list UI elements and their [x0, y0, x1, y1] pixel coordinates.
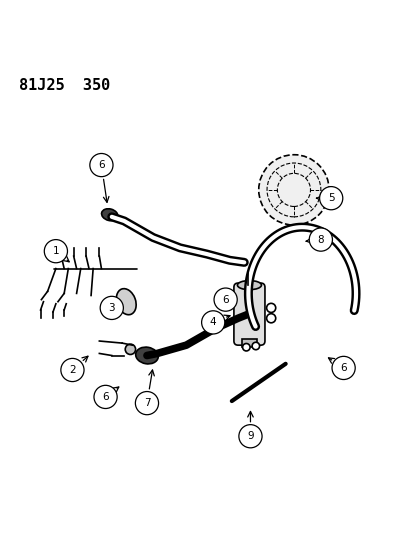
Circle shape	[90, 154, 113, 176]
Bar	[242, 339, 256, 347]
Circle shape	[100, 296, 123, 319]
Ellipse shape	[116, 289, 136, 314]
Text: 5: 5	[327, 193, 334, 203]
Circle shape	[214, 288, 237, 311]
Ellipse shape	[101, 209, 118, 221]
Text: 8: 8	[317, 235, 323, 245]
Text: 6: 6	[98, 160, 104, 170]
Text: 6: 6	[102, 392, 109, 402]
Circle shape	[44, 240, 67, 263]
Ellipse shape	[266, 303, 275, 312]
Text: 1: 1	[52, 246, 59, 256]
Text: 6: 6	[339, 363, 346, 373]
Text: 3: 3	[108, 303, 115, 313]
Circle shape	[61, 358, 84, 382]
Circle shape	[258, 155, 328, 225]
Circle shape	[135, 392, 158, 415]
Circle shape	[331, 357, 354, 379]
Circle shape	[319, 187, 342, 210]
Ellipse shape	[125, 344, 135, 354]
Circle shape	[309, 228, 332, 251]
Text: 2: 2	[69, 365, 76, 375]
Text: 6: 6	[222, 295, 228, 305]
Ellipse shape	[242, 343, 249, 351]
Text: 4: 4	[209, 317, 216, 327]
Circle shape	[94, 385, 117, 408]
Ellipse shape	[252, 342, 259, 350]
Ellipse shape	[135, 347, 158, 364]
Ellipse shape	[266, 314, 275, 323]
Circle shape	[238, 425, 261, 448]
Text: 7: 7	[143, 398, 150, 408]
Text: 81J25  350: 81J25 350	[19, 78, 109, 93]
Circle shape	[201, 311, 224, 334]
Ellipse shape	[237, 280, 261, 289]
Text: 9: 9	[247, 431, 253, 441]
FancyBboxPatch shape	[233, 283, 264, 345]
